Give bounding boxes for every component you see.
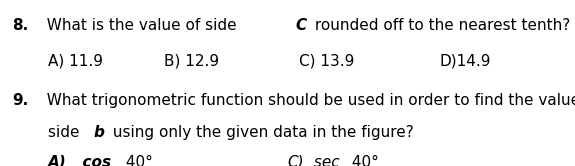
Text: A): A) [48,155,67,166]
Text: 8.: 8. [13,18,29,33]
Text: D)14.9: D)14.9 [440,54,491,69]
Text: A) 11.9: A) 11.9 [48,54,103,69]
Text: C) 13.9: C) 13.9 [299,54,354,69]
Text: C: C [296,18,306,33]
Text: b: b [94,125,105,140]
Text: 40°: 40° [121,155,153,166]
Text: using only the given data in the figure?: using only the given data in the figure? [108,125,413,140]
Text: 9.: 9. [13,93,29,108]
Text: sec: sec [309,155,339,166]
Text: What is the value of side: What is the value of side [37,18,242,33]
Text: rounded off to the nearest tenth?: rounded off to the nearest tenth? [309,18,570,33]
Text: B) 12.9: B) 12.9 [163,54,218,69]
Text: 40°: 40° [347,155,379,166]
Text: What trigonometric function should be used in order to find the value of: What trigonometric function should be us… [37,93,575,108]
Text: side: side [48,125,85,140]
Text: C): C) [288,155,304,166]
Text: cos: cos [72,155,111,166]
